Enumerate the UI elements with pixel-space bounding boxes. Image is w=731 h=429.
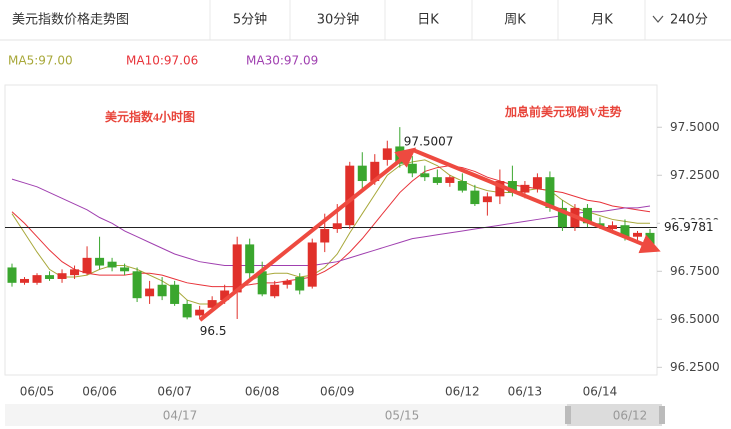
x-tick-label: 06/07 [157,385,192,399]
candle-body [107,261,117,268]
tab[interactable]: 5分钟 [233,12,267,28]
tab[interactable]: 240分 [670,13,708,28]
candle-body [45,275,55,279]
candle-body [445,177,455,183]
candle-body [132,271,142,299]
legend-entry: MA30:97.09 [246,54,318,68]
last-price-label: 96.9781 [664,220,714,234]
candle-body [495,181,505,197]
navigator-label: 06/12 [613,409,648,423]
candle-body [120,267,130,272]
navigator-handle[interactable] [659,406,665,424]
page-title: 美元指数价格走势图 [12,12,129,28]
candle-body [470,190,480,205]
candle-body [320,229,330,243]
navigator-label: 04/17 [163,409,198,423]
candle-body [257,271,267,295]
low-label: 96.5 [200,324,227,338]
legend-entry: MA5:97.00 [8,54,73,68]
candle-body [82,257,92,274]
candle-body [432,177,442,183]
ma-line [11,165,651,288]
y-tick-label: 96.7500 [670,264,720,278]
y-tick-label: 97.2500 [670,168,720,182]
candle-body [370,161,380,182]
legend-entry: MA10:97.06 [126,54,198,68]
tab[interactable]: 30分钟 [317,12,360,28]
x-tick-label: 06/09 [320,385,355,399]
candle-body [32,275,42,283]
candle-body [545,177,555,208]
navigator-window[interactable] [567,404,662,426]
candle-body [607,225,617,230]
candle-body [632,232,642,237]
candle-body [520,184,530,193]
last-price-bg [660,219,730,236]
high-label: 97.5007 [404,135,454,149]
candle-body [195,309,205,316]
trend-arrow [412,148,661,254]
plot-frame [4,84,658,376]
annotation: 美元指数4小时图 [105,109,195,124]
tab[interactable]: 周K [504,13,526,28]
candle-body [145,288,155,297]
candle-body [357,165,367,182]
x-tick-label: 06/14 [583,385,618,399]
trend-arrow [198,147,417,322]
candle-body [420,173,430,178]
candle-body [207,300,217,308]
navigator [5,404,662,426]
x-tick-label: 06/12 [445,385,480,399]
candle-body [57,273,67,279]
x-tick-label: 06/08 [245,385,280,399]
candle-body [170,284,180,304]
candle-body [270,284,280,297]
candle-body [282,280,292,285]
x-tick-label: 06/13 [508,385,543,399]
candle-body [557,207,567,228]
candle-body [382,148,392,160]
candle-body [220,290,230,301]
candle-body [307,242,317,287]
candle-body [245,244,255,274]
tab[interactable]: 月K [591,13,613,28]
candle-body [232,244,242,293]
candle-body [157,284,167,297]
navigator-label: 05/15 [385,409,420,423]
candle-body [407,163,417,174]
candle-body [507,181,517,193]
tab[interactable]: 日K [417,13,439,28]
annotation: 加息前美元现倒V走势 [504,104,622,119]
x-tick-label: 06/05 [20,385,55,399]
candle-body [7,267,17,283]
candle-body [295,277,305,291]
candle-body [482,196,492,203]
candle-body [20,278,30,283]
candle-body [95,257,105,266]
candle-body [532,177,542,189]
tab-bar [0,0,731,40]
x-tick-label: 06/06 [82,385,117,399]
candle-body [182,303,192,318]
candle-body [70,269,80,276]
candle-body [345,165,355,226]
y-tick-label: 97.5000 [670,120,720,134]
candle-body [620,225,630,237]
y-tick-label: 96.5000 [670,312,720,326]
tab-separators [209,0,646,40]
candle-body [332,223,342,230]
candle-body [457,181,467,191]
candle-body [582,207,592,224]
dropdown-chevron [652,15,664,23]
y-tick-label: 96.2500 [670,360,720,374]
navigator-handle[interactable] [565,406,571,424]
